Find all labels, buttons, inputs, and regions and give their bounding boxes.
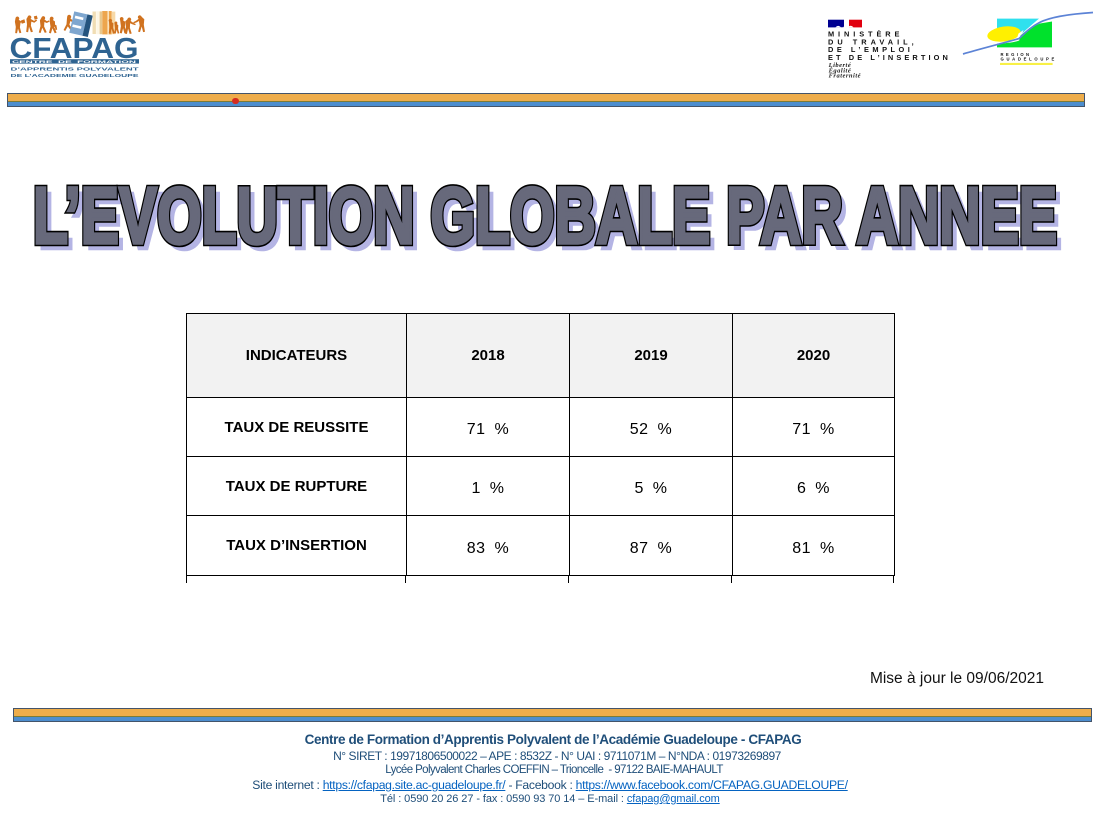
- svg-text:CENTRE DE FORMATION: CENTRE DE FORMATION: [12, 59, 136, 64]
- svg-text:Liberté: Liberté: [828, 62, 852, 69]
- svg-text:Fraternité: Fraternité: [829, 73, 862, 78]
- svg-text:L’EVOLUTION GLOBALE PAR ANNEE: L’EVOLUTION GLOBALE PAR ANNEE: [33, 171, 1057, 260]
- svg-text:REGION: REGION: [1001, 52, 1032, 57]
- svg-text:L’EVOLUTION GLOBALE PAR ANNEE: L’EVOLUTION GLOBALE PAR ANNEE: [38, 177, 1062, 266]
- svg-text:D’APPRENTIS POLYVALENT: D’APPRENTIS POLYVALENT: [11, 66, 139, 71]
- svg-text:MINISTÈRE: MINISTÈRE: [828, 30, 903, 39]
- svg-text:ET DE L’INSERTION: ET DE L’INSERTION: [828, 53, 951, 62]
- svg-text:Égalité: Égalité: [828, 66, 852, 74]
- svg-text:DU TRAVAIL,: DU TRAVAIL,: [828, 37, 918, 46]
- svg-text:DE L’EMPLOI: DE L’EMPLOI: [828, 45, 913, 54]
- svg-text:L’EVOLUTION GLOBALE PAR ANNEE: L’EVOLUTION GLOBALE PAR ANNEE: [33, 171, 1057, 260]
- svg-text:GUADELOUPE: GUADELOUPE: [1001, 56, 1058, 61]
- svg-text:DE L’ACADEMIE GUADELOUPE: DE L’ACADEMIE GUADELOUPE: [11, 73, 139, 78]
